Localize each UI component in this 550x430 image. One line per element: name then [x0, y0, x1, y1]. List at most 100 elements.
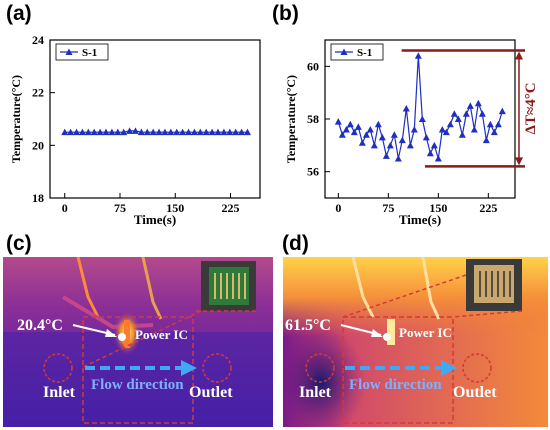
flow-label-c: Flow direction: [91, 377, 184, 393]
data-point: [482, 136, 490, 144]
y-axis-label: Temperature(°C): [284, 75, 298, 163]
delta-t-label: ΔT≈4°C: [523, 82, 539, 134]
y-tick-label: 22: [32, 86, 44, 100]
x-tick-label: 150: [166, 201, 184, 215]
data-point: [454, 115, 462, 122]
series-line: [64, 130, 248, 133]
thermal-image-c: 20.4°C Power IC Flow direction Inlet Out…: [3, 257, 273, 427]
data-point: [366, 126, 374, 133]
legend-box: [330, 43, 384, 61]
data-point: [126, 127, 134, 134]
y-tick-label: 18: [32, 191, 44, 205]
data-point: [73, 128, 81, 136]
data-point: [414, 52, 422, 59]
data-point: [185, 128, 193, 136]
data-point: [78, 128, 86, 136]
y-axis-label: Temperature(°C): [9, 75, 23, 163]
data-point: [370, 141, 378, 149]
data-point: [386, 141, 394, 149]
data-point: [378, 133, 386, 141]
data-point: [334, 118, 342, 125]
data-point: [382, 152, 390, 159]
legend-marker: [340, 48, 348, 55]
data-point: [362, 131, 370, 138]
x-tick-label: 0: [335, 201, 341, 215]
data-point: [232, 128, 240, 136]
data-point: [450, 110, 458, 117]
data-point: [418, 115, 426, 122]
data-point: [214, 128, 222, 136]
data-point: [406, 141, 414, 149]
data-point: [398, 136, 406, 144]
data-point: [486, 120, 494, 128]
data-point: [354, 123, 362, 130]
data-point: [149, 128, 157, 136]
data-point: [67, 128, 75, 136]
data-point: [131, 127, 139, 134]
legend-box: [55, 43, 109, 61]
data-point: [226, 128, 234, 136]
data-point: [438, 126, 446, 133]
thermal-image-d: 61.5°C Power IC Flow direction Inlet Out…: [283, 257, 548, 427]
outlet-label-c: Outlet: [189, 384, 233, 401]
data-point: [96, 128, 104, 136]
data-point: [462, 110, 470, 117]
data-point: [358, 139, 366, 146]
data-point: [114, 128, 122, 136]
data-point: [161, 128, 169, 136]
data-point: [202, 128, 210, 136]
chart-b: 56 58 60 0 75 150 225 Time(s) Temperature(°C) S-1…: [284, 39, 539, 227]
data-point: [498, 107, 506, 115]
data-point: [446, 120, 454, 128]
delta-arrow-head-down: [515, 157, 523, 166]
y-tick-label: 58: [307, 112, 319, 126]
y-tick-label: 24: [32, 33, 44, 47]
data-point: [338, 131, 346, 138]
data-point: [90, 128, 98, 136]
data-point: [430, 141, 438, 149]
plot-frame: [324, 39, 516, 199]
ic-label-c: Power IC: [135, 327, 188, 342]
panel-a-letter: (a): [6, 2, 32, 25]
delta-arrow-head-up: [515, 51, 523, 60]
y-tick-label: 56: [307, 165, 319, 179]
data-point: [410, 126, 418, 133]
x-axis-label: Time(s): [134, 212, 176, 227]
data-point: [238, 128, 246, 136]
data-point: [394, 155, 402, 162]
data-point: [120, 128, 128, 136]
chart-a: 18 20 22 24 0 75 150 225 Time(s) Temperature(°C) S…: [9, 33, 261, 227]
data-point: [173, 128, 181, 136]
data-point: [179, 128, 187, 136]
flow-label-d: Flow direction: [349, 377, 442, 393]
data-point: [143, 128, 151, 136]
ic-dot-d: [383, 333, 391, 341]
x-tick-label: 0: [62, 201, 68, 215]
data-point: [102, 128, 110, 136]
data-point: [220, 128, 228, 136]
data-point: [346, 120, 354, 128]
data-point: [402, 104, 410, 112]
data-point: [61, 128, 69, 136]
x-tick-label: 225: [479, 201, 497, 215]
data-point: [422, 133, 430, 141]
data-point: [442, 128, 450, 136]
data-point: [466, 102, 474, 109]
temp-label-c: 20.4°C: [17, 317, 63, 334]
x-axis-label: Time(s): [399, 212, 441, 227]
data-point: [342, 126, 350, 133]
y-tick-label: 60: [307, 59, 319, 73]
x-tick-label: 150: [429, 201, 447, 215]
data-point: [208, 128, 216, 136]
data-point: [108, 128, 116, 136]
legend-label: S-1: [82, 47, 97, 59]
data-point: [474, 99, 482, 107]
data-point: [426, 149, 434, 157]
temp-label-d: 61.5°C: [285, 317, 331, 334]
data-point: [196, 128, 204, 136]
inlet-label-d: Inlet: [299, 384, 332, 401]
data-point: [167, 128, 175, 136]
x-tick-label: 75: [382, 201, 394, 215]
legend-marker: [65, 48, 73, 55]
data-point: [243, 128, 251, 136]
